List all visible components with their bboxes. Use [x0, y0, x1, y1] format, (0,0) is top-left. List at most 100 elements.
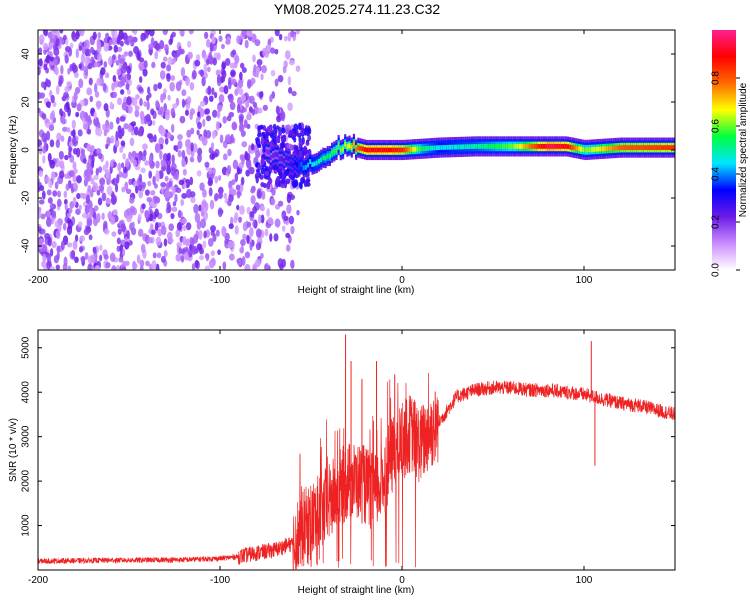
spectrogram-cell [227, 148, 232, 157]
spectrogram-cell [87, 263, 93, 270]
spectrogram-ridge-cell [444, 144, 447, 150]
spectrogram-ridge-cell [619, 145, 622, 151]
spectrogram-cell [276, 125, 280, 130]
spectrogram-cell [48, 124, 55, 132]
spectrogram-cell [128, 178, 133, 186]
spectrogram-cell [255, 69, 260, 78]
spectrogram-ridge-cell [632, 145, 635, 150]
spectrogram-ridge-cell [459, 144, 463, 150]
spectrogram-ridge-cell [350, 145, 353, 151]
spectrogram-cell [229, 253, 235, 261]
spectrogram-ridge-cell [647, 145, 650, 150]
spectrogram-cell [219, 86, 225, 93]
spectrogram-cell [250, 194, 256, 205]
spectrogram-cell [83, 65, 89, 74]
spectrogram-cell [78, 204, 82, 211]
spectrogram-cell [70, 249, 76, 259]
spectrogram-cell [97, 31, 102, 39]
spectrogram-cell [105, 143, 109, 150]
spectrogram-ridge-cell [363, 147, 366, 152]
x-tick-label: -100 [210, 575, 230, 586]
spectrogram-cell [169, 81, 175, 92]
y-tick-label: 5000 [21, 336, 32, 359]
spectrogram-cell [212, 167, 216, 175]
spectrogram-cell [161, 225, 167, 236]
spectrogram-cell [129, 137, 135, 147]
spectrogram-cell [209, 153, 216, 160]
spectrogram-cell [165, 109, 170, 116]
spectrogram-cell [93, 174, 99, 181]
spectrogram-cell [72, 128, 76, 138]
spectrogram-cell [116, 173, 120, 184]
spectrogram-cell [76, 192, 81, 200]
spectrogram-cell [60, 135, 65, 143]
spectrogram-cell [90, 109, 95, 115]
spectrogram-cell [50, 33, 56, 40]
spectrogram-cell [178, 247, 182, 255]
spectrogram-cell [181, 89, 187, 97]
spectrogram-cell [227, 200, 232, 207]
spectrogram-cell [240, 94, 246, 102]
spectrogram-cell [203, 230, 207, 239]
spectrogram-cell [77, 129, 83, 137]
spectrogram-cell [205, 130, 212, 139]
spectrogram-ridge-cell [320, 157, 323, 163]
spectrogram-cell [240, 123, 245, 131]
spectrogram-cell [53, 255, 59, 264]
spectrogram-cell [147, 86, 151, 95]
spectrogram-cell [96, 213, 101, 223]
spectrogram-ridge-cell [595, 146, 598, 152]
spectrogram-ridge-cell [422, 146, 425, 152]
spectrogram-ridge-cell [510, 144, 513, 149]
spectrogram-ridge-cell [579, 146, 583, 152]
spectrogram-cell [255, 175, 259, 184]
spectrogram-cell [110, 195, 117, 205]
spectrogram-cell [201, 201, 207, 208]
spectrogram-cell [181, 217, 188, 224]
spectrogram-cell [244, 251, 251, 259]
spectrogram-ridge-cell [272, 153, 275, 159]
spectrogram-cell [55, 139, 60, 149]
spectrogram-cell [134, 109, 140, 118]
spectrogram-cell [285, 244, 291, 252]
snr-panel: -200 -100 0 100 1000 2000 3000 4000 5000 Height… [8, 329, 676, 596]
spectrogram-cell [250, 143, 255, 151]
spectrogram-cell [54, 66, 59, 76]
spectrogram-cell [38, 209, 42, 219]
spectrogram-cell [186, 129, 192, 138]
spectrogram-cell [135, 94, 140, 100]
spectrogram-cell [221, 69, 227, 79]
spectrogram-ridge-cell [645, 145, 648, 150]
spectrogram-ridge-cell [525, 144, 528, 149]
spectrogram-ridge-cell [302, 165, 305, 171]
spectrogram-cell [252, 206, 258, 214]
spectrogram-cell [216, 74, 222, 83]
spectrogram-cell [274, 30, 280, 37]
spectrogram-cell [112, 75, 117, 83]
spectrogram-ridge-cell [276, 152, 279, 158]
spectrogram-cell [175, 229, 181, 238]
spectrogram-cell [258, 91, 263, 99]
spectrogram-cell [230, 133, 234, 144]
spectrogram-cell [287, 75, 292, 86]
spectrogram-cell [105, 32, 110, 39]
spectrogram-cell [209, 199, 215, 210]
spectrogram-cell [122, 152, 126, 160]
spectrogram-cell [81, 117, 86, 123]
snr-x-label: Height of straight line (km) [298, 585, 415, 596]
spectrogram-cell [140, 33, 145, 42]
x-tick-label: -200 [28, 275, 48, 286]
spectrogram-cell [168, 38, 173, 46]
spectrogram-cell [125, 188, 132, 195]
spectrogram-cell [74, 256, 79, 264]
spectrogram-ridge-cell [475, 144, 478, 149]
spectrogram-cell [212, 233, 217, 242]
spectrogram-cell [212, 109, 218, 118]
y-tick-label: -40 [21, 238, 32, 253]
spectrogram-cell [260, 167, 265, 175]
spectrogram-cell [117, 125, 122, 133]
spectrogram-cell [218, 192, 223, 199]
spectrogram-cell [202, 188, 207, 198]
spectrogram-cell [120, 140, 126, 147]
spectrogram-cell [111, 82, 115, 92]
